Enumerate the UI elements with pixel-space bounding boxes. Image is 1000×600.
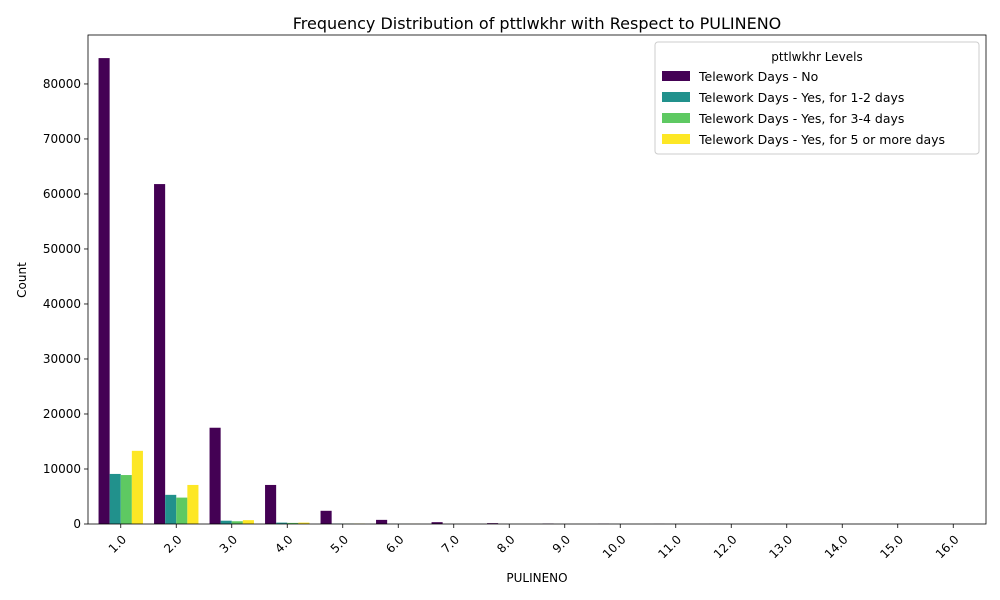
legend-swatch xyxy=(662,134,690,144)
legend-swatch xyxy=(662,71,690,81)
legend-label: Telework Days - No xyxy=(698,69,818,84)
bars-group xyxy=(98,58,943,524)
bar xyxy=(487,523,499,524)
legend: pttlwkhr Levels Telework Days - NoTelewo… xyxy=(654,41,980,155)
y-tick-label: 30000 xyxy=(43,352,81,366)
y-tick-label: 40000 xyxy=(43,297,81,311)
bar xyxy=(298,522,310,524)
y-tick-label: 60000 xyxy=(43,187,81,201)
y-tick-label: 20000 xyxy=(43,407,81,421)
bar xyxy=(265,484,277,524)
bar xyxy=(98,58,110,524)
x-tick-label: 16.0 xyxy=(933,532,962,561)
y-axis-label: Count xyxy=(15,262,29,298)
bar xyxy=(154,184,166,524)
bar xyxy=(209,427,221,524)
bar xyxy=(187,484,199,524)
y-axis: 0 10000 20000 30000 40000 50000 60000 70000 8000… xyxy=(43,77,88,531)
legend-label: Telework Days - Yes, for 1-2 days xyxy=(698,90,904,105)
x-tick-label: 12.0 xyxy=(711,532,740,561)
x-tick-label: 1.0 xyxy=(106,532,129,555)
legend-box xyxy=(654,41,980,155)
x-tick-label: 2.0 xyxy=(161,532,184,555)
legend-items: Telework Days - No Telework Days - Yes, f… xyxy=(662,69,945,147)
y-tick-label: 70000 xyxy=(43,132,81,146)
x-axis-label: PULINENO xyxy=(506,571,567,585)
plot-frame xyxy=(87,34,987,525)
bar xyxy=(165,494,177,524)
bar xyxy=(276,522,288,524)
legend-title: pttlwkhr Levels xyxy=(771,50,862,64)
x-tick-label: 14.0 xyxy=(822,532,851,561)
x-tick-label: 7.0 xyxy=(439,532,462,555)
bar xyxy=(109,473,121,524)
bar xyxy=(231,521,243,524)
y-tick-label: 0 xyxy=(73,517,81,531)
bar xyxy=(287,522,299,524)
bar xyxy=(431,522,443,524)
x-tick-label: 13.0 xyxy=(766,532,795,561)
bar xyxy=(176,497,188,524)
x-tick-label: 5.0 xyxy=(328,532,351,555)
bar xyxy=(242,520,254,524)
y-tick-label: 50000 xyxy=(43,242,81,256)
chart-title: Frequency Distribution of pttlwkhr with … xyxy=(293,14,782,33)
x-axis: 1.0 2.0 3.0 4.0 5.0 6.0 7.0 8.0 9.0 10.0 11.0 12.0 1… xyxy=(106,524,962,561)
y-tick-label: 80000 xyxy=(43,77,81,91)
bar xyxy=(376,519,388,524)
legend-label: Telework Days - Yes, for 5 or more days xyxy=(698,132,945,147)
legend-swatch xyxy=(662,92,690,102)
bar xyxy=(320,510,332,524)
legend-swatch xyxy=(662,113,690,123)
legend-label: Telework Days - Yes, for 3-4 days xyxy=(698,111,904,126)
x-tick-label: 8.0 xyxy=(494,532,517,555)
x-tick-label: 15.0 xyxy=(877,532,906,561)
x-tick-label: 9.0 xyxy=(550,532,573,555)
x-tick-label: 10.0 xyxy=(600,532,629,561)
x-tick-label: 11.0 xyxy=(655,532,684,561)
y-tick-label: 10000 xyxy=(43,462,81,476)
x-tick-label: 3.0 xyxy=(217,532,240,555)
x-tick-label: 4.0 xyxy=(272,532,295,555)
x-tick-label: 6.0 xyxy=(383,532,406,555)
bar xyxy=(220,520,232,524)
bar xyxy=(120,475,132,524)
bar xyxy=(131,450,143,524)
